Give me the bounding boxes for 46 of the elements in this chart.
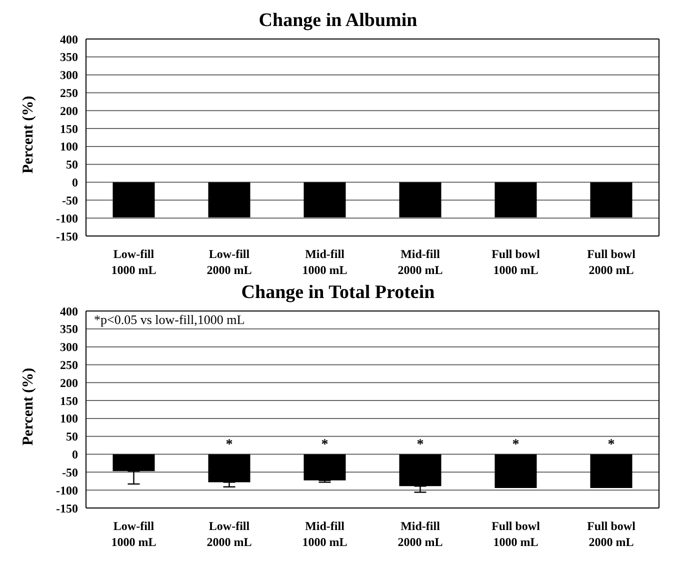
y-axis-title: Percent (%): [20, 96, 36, 174]
data-label: *: [416, 437, 424, 452]
x-tick-label: Low-fill 2000 mL: [206, 519, 252, 549]
y-tick-label: -100: [56, 211, 78, 226]
y-tick-label: 300: [60, 340, 78, 354]
data-label: *: [512, 437, 520, 452]
y-tick-label: 400: [60, 304, 78, 318]
x-tick-label: Low-fill 1000 mL: [111, 519, 156, 549]
y-tick-label: 250: [60, 358, 78, 372]
y-tick-label: 50: [66, 158, 78, 172]
annotation: *p<0.05 vs low-fill,1000 mL: [94, 312, 245, 328]
chart-title: Change in Albumin: [258, 9, 418, 33]
data-label: *: [226, 437, 233, 452]
x-tick-label: Mid-fill 2000 mL: [398, 247, 443, 277]
y-tick-label: -150: [56, 501, 78, 516]
x-tick-label: Full bowl 1000 mL: [492, 247, 541, 277]
y-tick-label: 100: [60, 412, 78, 426]
y-tick-label: 50: [66, 430, 78, 444]
y-axis-title: Percent (%): [20, 368, 36, 446]
y-tick-label: 250: [60, 86, 78, 100]
y-tick-label: -100: [56, 483, 78, 498]
x-tick-label: Low-fill 1000 mL: [111, 247, 156, 277]
y-tick-label: 150: [60, 122, 78, 136]
x-tick-label: Full bowl 2000 mL: [587, 247, 636, 277]
x-tick-label: Full bowl 2000 mL: [587, 519, 636, 549]
y-tick-label: -50: [62, 465, 78, 480]
x-tick-label: Low-fill 2000 mL: [206, 247, 252, 277]
x-tick-label: Mid-fill 2000 mL: [398, 519, 443, 549]
y-tick-label: 200: [60, 376, 78, 390]
y-tick-label: 300: [60, 68, 78, 82]
x-tick-label: Full bowl 1000 mL: [492, 519, 541, 549]
y-tick-label: -150: [56, 229, 78, 244]
y-tick-label: 100: [60, 140, 78, 154]
y-tick-label: -50: [62, 193, 78, 208]
y-tick-label: 400: [60, 32, 78, 46]
y-tick-label: 0: [72, 448, 78, 462]
y-tick-label: 200: [60, 104, 78, 118]
y-tick-label: 350: [60, 322, 78, 336]
y-tick-label: 150: [60, 394, 78, 408]
x-tick-label: Mid-fill 1000 mL: [302, 519, 348, 549]
data-label: *: [608, 437, 615, 452]
x-tick-label: Mid-fill 1000 mL: [302, 247, 348, 277]
chart-title: Change in Total Protein: [240, 281, 436, 305]
data-label: *: [321, 437, 328, 452]
y-tick-label: 350: [60, 50, 78, 64]
y-tick-label: 0: [72, 176, 78, 190]
